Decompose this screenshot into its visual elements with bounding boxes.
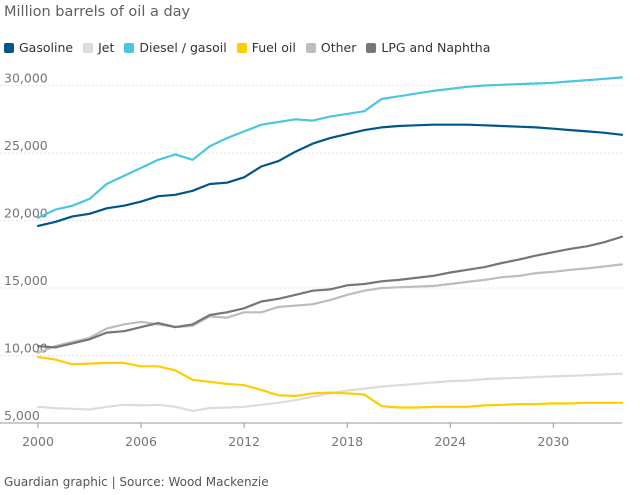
- y-tick-label: 30,000: [4, 71, 48, 86]
- x-tick: 2000: [22, 434, 54, 449]
- x-tick-label: 2000: [22, 434, 54, 449]
- legend-label-lpg-naphtha: LPG and Naphtha: [381, 40, 491, 55]
- legend-swatch-diesel: [124, 42, 135, 53]
- y-tick-label: 25,000: [4, 138, 48, 153]
- x-tick: 2018: [331, 434, 363, 449]
- x-tick: 2006: [125, 434, 157, 449]
- legend-item-diesel: Diesel / gasoil: [124, 40, 227, 55]
- legend-item-gasoline: Gasoline: [4, 40, 73, 55]
- y-tick: 10,000: [4, 341, 48, 356]
- legend-item-jet: Jet: [83, 40, 114, 55]
- y-tick: 5,000: [4, 408, 40, 423]
- y-tick: 25,000: [4, 138, 48, 153]
- x-tick-label: 2006: [125, 434, 157, 449]
- y-tick-label: 10,000: [4, 341, 48, 356]
- legend-label-other: Other: [320, 40, 357, 55]
- legend-label-gasoline: Gasoline: [19, 40, 74, 55]
- x-tick-label: 2012: [228, 434, 260, 449]
- y-tick: 20,000: [4, 206, 48, 221]
- x-tick-label: 2030: [537, 434, 569, 449]
- series-line-diesel-gasoil: [36, 76, 624, 219]
- legend-item-other: Other: [305, 40, 357, 55]
- legend-label-diesel: Diesel / gasoil: [139, 40, 227, 55]
- legend-swatch-other: [305, 42, 316, 53]
- legend-item-lpg-naphtha: LPG and Naphtha: [366, 40, 490, 55]
- series-line-gasoline: [36, 123, 624, 227]
- series-line-lpg-and-naphtha: [36, 235, 624, 349]
- y-tick-label: 20,000: [4, 206, 48, 221]
- y-tick: 30,000: [4, 71, 48, 86]
- chart-title: Million barrels of oil a day: [4, 4, 191, 20]
- x-tick: 2012: [228, 434, 260, 449]
- legend-swatch-gasoline: [4, 42, 14, 53]
- legend-label-jet: Jet: [98, 40, 115, 55]
- series-line-fuel-oil: [36, 355, 624, 409]
- y-tick-label: 15,000: [4, 273, 48, 288]
- legend-swatch-lpg-naphtha: [366, 42, 377, 53]
- x-tick: 2030: [537, 434, 569, 449]
- y-tick-label: 5,000: [4, 408, 40, 423]
- x-tick: 2024: [434, 434, 466, 449]
- legend-item-fuel-oil: Fuel oil: [236, 40, 296, 55]
- legend-swatch-fuel-oil: [236, 42, 247, 53]
- legend: Gasoline Jet Diesel / gasoil Fuel oil Ot…: [4, 40, 490, 55]
- source-note: Guardian graphic | Source: Wood Mackenzi…: [4, 475, 269, 489]
- series-line-other: [36, 263, 624, 354]
- y-tick: 15,000: [4, 273, 48, 288]
- x-tick-label: 2018: [331, 434, 363, 449]
- legend-swatch-jet: [83, 42, 94, 53]
- x-tick-label: 2024: [434, 434, 466, 449]
- legend-label-fuel-oil: Fuel oil: [251, 40, 296, 55]
